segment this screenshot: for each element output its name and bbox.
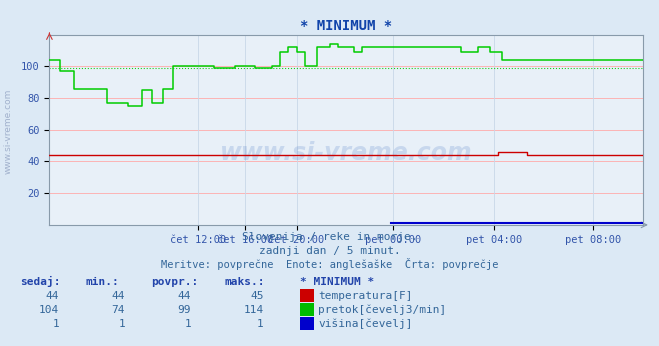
Text: zadnji dan / 5 minut.: zadnji dan / 5 minut. (258, 246, 401, 256)
Text: 1: 1 (257, 319, 264, 329)
Text: povpr.:: povpr.: (152, 277, 199, 288)
Text: 44: 44 (112, 291, 125, 301)
Text: 114: 114 (243, 305, 264, 315)
Text: 1: 1 (185, 319, 191, 329)
Text: 44: 44 (46, 291, 59, 301)
Text: Meritve: povprečne  Enote: anglešaške  Črta: povprečje: Meritve: povprečne Enote: anglešaške Črt… (161, 258, 498, 270)
Text: višina[čevelj]: višina[čevelj] (318, 318, 413, 329)
Text: 104: 104 (39, 305, 59, 315)
Text: www.si-vreme.com: www.si-vreme.com (219, 140, 473, 165)
Text: Slovenija / reke in morje.: Slovenija / reke in morje. (242, 233, 417, 243)
Text: min.:: min.: (86, 277, 119, 288)
Title: * MINIMUM *: * MINIMUM * (300, 19, 392, 34)
Text: 45: 45 (250, 291, 264, 301)
Text: 1: 1 (119, 319, 125, 329)
Text: 74: 74 (112, 305, 125, 315)
Text: maks.:: maks.: (224, 277, 264, 288)
Text: temperatura[F]: temperatura[F] (318, 291, 413, 301)
Text: 1: 1 (53, 319, 59, 329)
Text: 44: 44 (178, 291, 191, 301)
Text: 99: 99 (178, 305, 191, 315)
Text: * MINIMUM *: * MINIMUM * (300, 277, 374, 288)
Text: www.si-vreme.com: www.si-vreme.com (3, 89, 13, 174)
Text: sedaj:: sedaj: (20, 276, 60, 288)
Text: pretok[čevelj3/min]: pretok[čevelj3/min] (318, 304, 447, 315)
